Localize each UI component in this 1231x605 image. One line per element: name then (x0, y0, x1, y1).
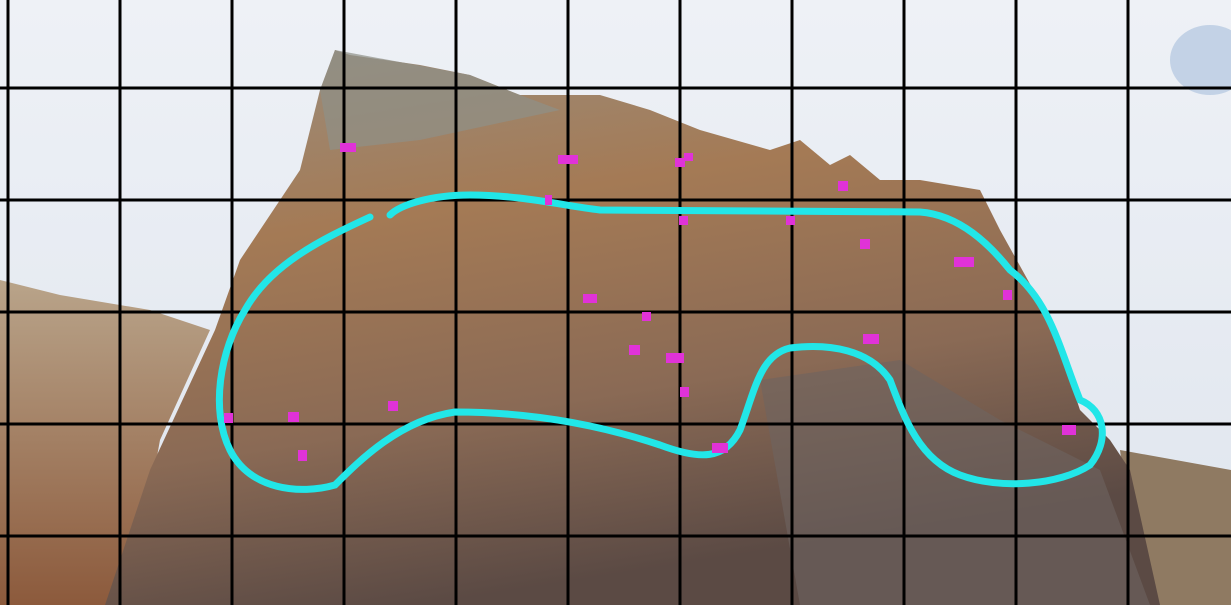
marker (224, 413, 233, 423)
marker (340, 143, 356, 152)
rock-top (320, 50, 560, 150)
marker (545, 195, 552, 205)
marker (863, 334, 879, 344)
sky-patch (1170, 25, 1231, 95)
markers (224, 143, 1076, 461)
marker (288, 412, 299, 422)
marker (954, 257, 974, 267)
marker (1003, 290, 1012, 300)
marker (1062, 425, 1076, 435)
marker (786, 216, 795, 225)
outline (215, 191, 1106, 493)
marker (675, 158, 685, 167)
left-hill (0, 280, 210, 605)
marker (712, 443, 728, 453)
marker (388, 401, 398, 411)
marker (684, 153, 693, 161)
marker (838, 181, 848, 191)
marker (679, 216, 688, 225)
marker (642, 312, 651, 321)
rock-shadow (760, 360, 1150, 605)
marker (860, 239, 870, 249)
marker (583, 294, 597, 303)
marker (558, 155, 578, 164)
marker (298, 450, 307, 461)
marker (680, 387, 689, 397)
marker (629, 345, 640, 355)
marker (666, 353, 684, 363)
